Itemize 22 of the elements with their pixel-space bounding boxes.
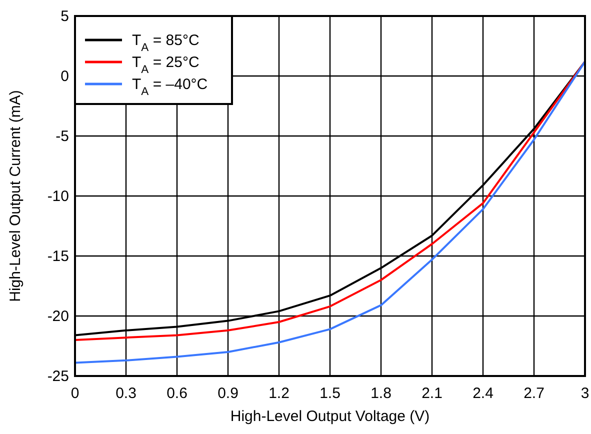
x-tick-label: 0.6 <box>166 385 188 402</box>
x-tick-label: 1.2 <box>268 385 290 402</box>
x-tick-label: 3 <box>580 385 590 402</box>
x-tick-label: 1.8 <box>370 385 392 402</box>
legend-label: T$_{A}$ = –40°C <box>132 76 208 98</box>
x-tick-label: 2.7 <box>524 385 544 402</box>
y-tick-label: 5 <box>60 8 69 25</box>
x-tick-label: 1.5 <box>320 385 340 402</box>
y-tick-label: -10 <box>47 188 69 205</box>
x-tick-label: 2.1 <box>422 385 442 402</box>
y-tick-label: -25 <box>47 368 69 385</box>
y-tick-label: -20 <box>47 308 69 325</box>
legend-label: T$_{A}$ = 85°C <box>132 32 200 54</box>
legend-label: T$_{A}$ = 25°C <box>132 54 200 76</box>
x-axis-title: High-Level Output Voltage (V) <box>230 408 430 425</box>
x-tick-label: 2.4 <box>472 385 494 402</box>
y-axis-title: High-Level Output Current (mA) <box>7 90 24 302</box>
x-tick-label: 0.3 <box>116 385 136 402</box>
y-tick-label: -5 <box>56 128 69 145</box>
y-tick-label: -15 <box>47 248 69 265</box>
y-tick-label: 0 <box>60 68 69 85</box>
x-tick-label: 0.9 <box>218 385 238 402</box>
